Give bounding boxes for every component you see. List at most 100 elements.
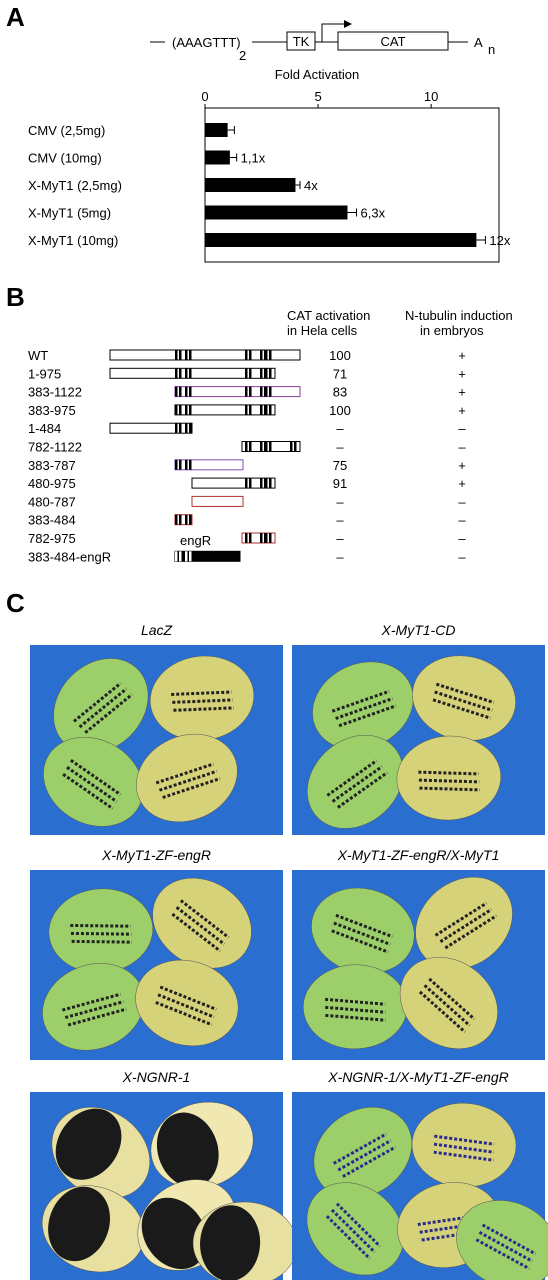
category-label: CMV (2,5mg)	[28, 123, 105, 138]
construct-name: 1-484	[28, 421, 61, 436]
zinc-finger	[179, 423, 182, 434]
zinc-finger	[245, 386, 248, 397]
zinc-finger	[175, 514, 178, 525]
stripe	[71, 939, 132, 944]
zinc-finger	[265, 441, 268, 452]
bar	[205, 150, 230, 165]
stripe	[336, 771, 388, 809]
embryo	[135, 959, 239, 1047]
construct-name: WT	[28, 348, 48, 363]
stripe	[70, 923, 131, 928]
value-label: 1,1x	[241, 151, 266, 166]
tubulin-value: –	[458, 440, 466, 455]
embryo	[306, 1182, 404, 1276]
construct-name: 1-975	[28, 366, 61, 381]
photo	[292, 645, 545, 835]
construct-box	[174, 550, 241, 562]
zinc-finger	[265, 350, 268, 360]
cat-value: –	[336, 513, 344, 528]
image-title: X-MyT1-CD	[381, 622, 456, 638]
category-label: X-MyT1 (2,5mg)	[28, 178, 122, 193]
embryo	[415, 876, 513, 970]
zinc-finger	[269, 533, 272, 543]
zinc-finger	[245, 478, 248, 489]
stripe	[171, 690, 232, 696]
tk-box	[286, 31, 316, 51]
error-bar	[227, 126, 235, 134]
zinc-finger	[185, 459, 188, 470]
stripe	[171, 912, 221, 953]
x-tick-label: 0	[201, 89, 208, 104]
cat-box	[337, 31, 449, 51]
stripe	[179, 899, 230, 939]
zinc-finger	[294, 441, 297, 452]
image-title: LacZ	[141, 622, 173, 638]
stripe	[84, 693, 133, 734]
stripe	[433, 1142, 495, 1154]
stripe	[435, 682, 495, 704]
zinc-finger	[189, 404, 192, 415]
zinc-finger	[265, 368, 268, 379]
stripe	[418, 990, 466, 1034]
embryo	[152, 877, 252, 969]
construct-name: 383-484	[28, 513, 76, 528]
photo	[30, 870, 283, 1060]
zinc-finger	[260, 533, 263, 543]
stripe	[61, 992, 121, 1012]
zinc-finger	[175, 423, 178, 434]
stripe	[475, 1238, 530, 1270]
photo	[292, 870, 545, 1060]
stripe	[428, 977, 476, 1021]
image-title: X-NGNR-1/X-MyT1-ZF-engR	[327, 1069, 508, 1085]
header: in Hela cells	[287, 323, 358, 338]
stripe	[418, 778, 480, 784]
zinc-finger	[249, 441, 252, 452]
zinc-finger	[260, 478, 263, 489]
zinc-finger	[189, 386, 192, 397]
header: N-tubulin induction	[405, 308, 513, 323]
zinc-finger	[249, 478, 252, 489]
stripe	[432, 698, 491, 720]
stripe	[434, 901, 488, 937]
stripe	[331, 765, 383, 803]
tubulin-value: +	[458, 403, 466, 418]
stripe	[155, 762, 214, 785]
category-label: CMV (10mg)	[28, 151, 102, 166]
stripe	[439, 908, 493, 943]
stripe	[62, 773, 114, 810]
stripe	[434, 1134, 495, 1146]
zinc-finger	[269, 386, 272, 397]
zinc-finger	[245, 533, 248, 543]
arrowhead	[344, 20, 352, 28]
promoter: (AAAGTTT)	[172, 35, 241, 50]
stripe	[434, 690, 493, 712]
cat-value: 100	[329, 348, 351, 363]
category-label: X-MyT1 (10mg)	[28, 233, 118, 248]
photo	[30, 645, 283, 835]
construct-box	[241, 532, 276, 544]
zinc-finger	[179, 551, 182, 562]
cat-value: –	[336, 531, 344, 546]
stripe	[70, 759, 122, 796]
tubulin-value: –	[458, 531, 466, 546]
zinc-finger	[269, 368, 272, 379]
zinc-finger	[265, 386, 268, 397]
zinc-finger	[189, 459, 192, 470]
zinc-finger	[265, 533, 268, 543]
stripe	[335, 697, 394, 720]
construct-name: 480-975	[28, 476, 76, 491]
cat-label: CAT	[380, 34, 405, 49]
stripe	[330, 1208, 376, 1254]
zinc-finger	[189, 368, 192, 379]
construct-box	[191, 495, 244, 507]
zinc-finger	[185, 514, 188, 525]
zinc-finger	[185, 368, 188, 379]
repeat: 2	[239, 48, 246, 63]
error-bar	[295, 181, 301, 189]
zinc-finger	[179, 514, 182, 525]
bar	[205, 205, 348, 220]
stripe	[67, 1007, 127, 1027]
tubulin-value: +	[458, 366, 466, 381]
zinc-finger	[185, 423, 188, 434]
